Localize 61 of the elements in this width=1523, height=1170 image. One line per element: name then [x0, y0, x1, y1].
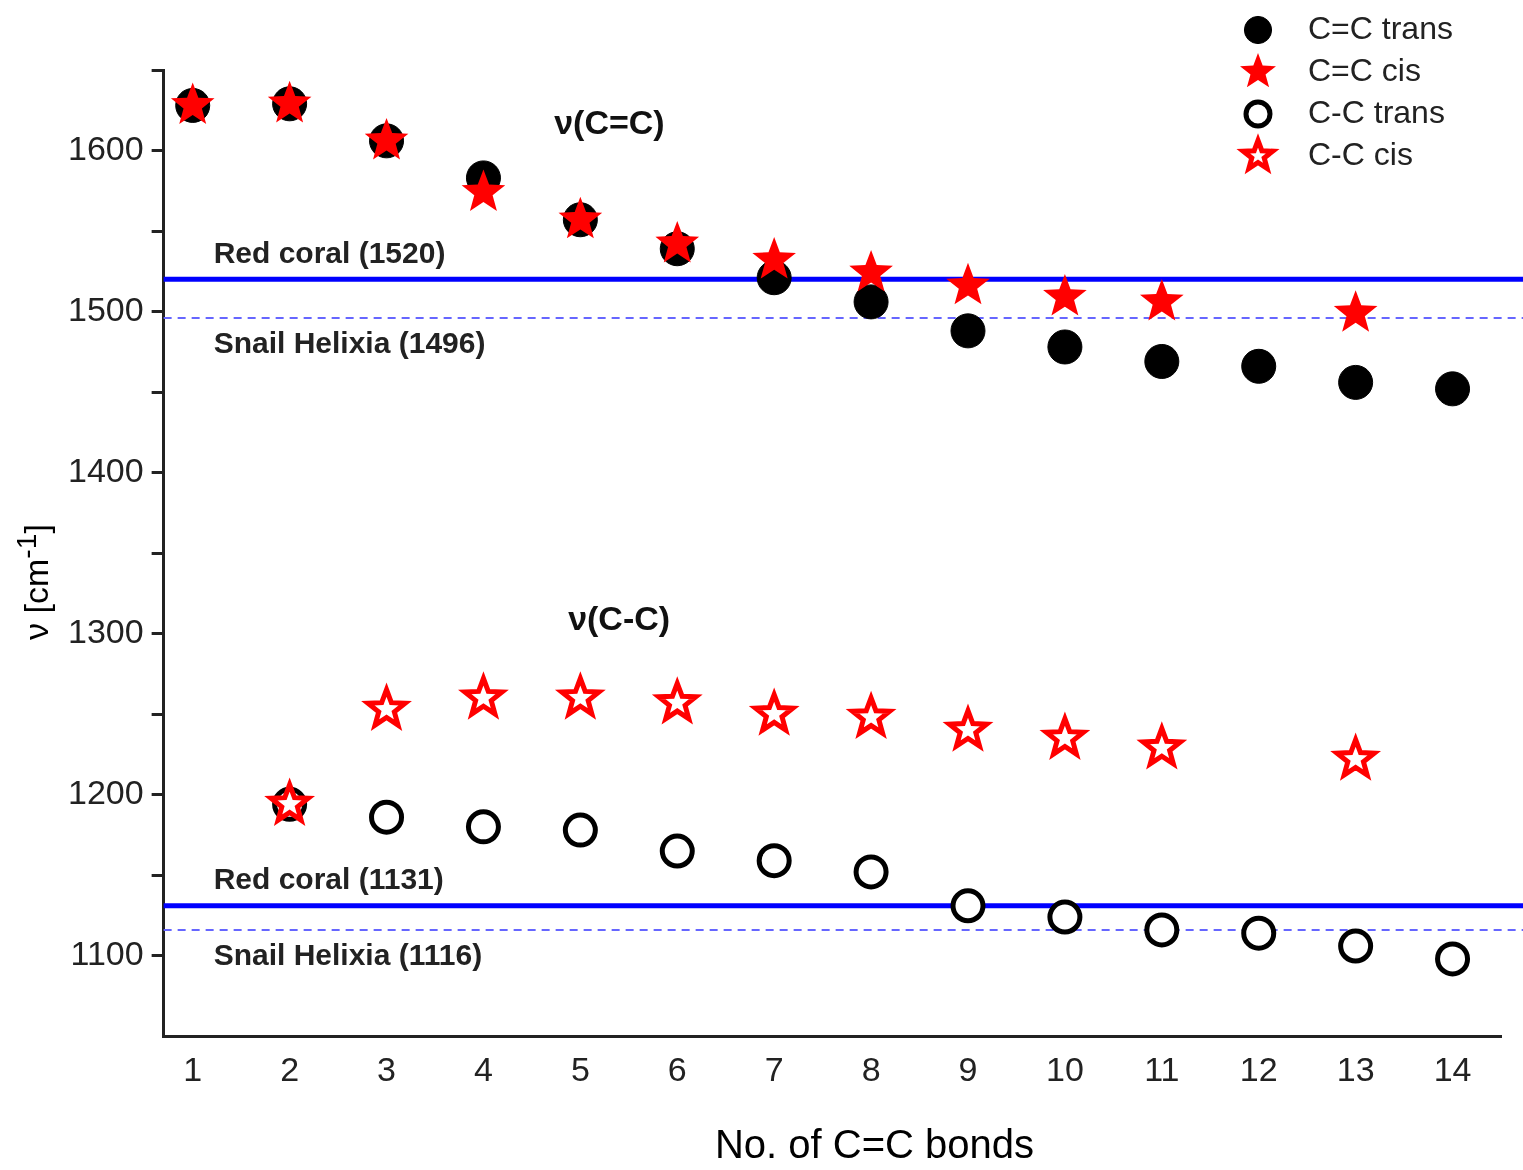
x-tick-label: 3 — [377, 1049, 396, 1088]
y-tick-label: 1100 — [70, 934, 144, 973]
x-tick-label: 12 — [1239, 1049, 1278, 1088]
point — [1047, 329, 1083, 365]
point — [461, 169, 506, 211]
point — [558, 196, 603, 239]
y-tick-label: 1500 — [68, 289, 144, 328]
x-axis-title: No. of C=C bonds — [713, 1122, 1036, 1167]
point — [756, 843, 792, 879]
x-tick-label: 11 — [1144, 1049, 1180, 1088]
point — [1435, 941, 1471, 977]
point — [853, 854, 889, 890]
x-tick-label: 6 — [667, 1049, 687, 1088]
point — [1144, 343, 1180, 379]
ref-line-label: Snail Helixia (1496) — [213, 326, 486, 360]
x-tick-label: 7 — [764, 1049, 784, 1088]
x-tick-label: 10 — [1045, 1049, 1084, 1088]
point — [1139, 278, 1184, 321]
y-tick-label: 1200 — [68, 773, 144, 812]
point — [853, 284, 889, 320]
x-tick-label: 14 — [1433, 1049, 1472, 1088]
point — [655, 220, 700, 263]
point — [1241, 915, 1277, 951]
y-tick-label: 1600 — [68, 128, 144, 167]
x-tick-label: 1 — [183, 1049, 203, 1088]
ref-line-label: Red coral (1131) — [213, 862, 444, 896]
point — [950, 313, 986, 349]
y-tick-label: 1400 — [68, 450, 144, 489]
point — [752, 237, 796, 279]
annotation: ν(C=C) — [554, 103, 665, 142]
point — [267, 80, 312, 123]
point — [1333, 290, 1378, 332]
x-tick-label: 9 — [958, 1049, 978, 1088]
point — [1435, 371, 1471, 407]
ref-line-label: Snail Helixia (1116) — [213, 938, 483, 972]
point — [1338, 364, 1374, 400]
point — [946, 262, 990, 305]
point — [659, 833, 695, 869]
x-tick-label: 8 — [861, 1049, 881, 1088]
point — [950, 888, 986, 924]
point — [1338, 928, 1374, 964]
ref-line-label: Red coral (1520) — [213, 235, 446, 269]
point — [364, 117, 409, 160]
x-tick-label: 4 — [473, 1049, 493, 1088]
point — [1144, 912, 1180, 948]
point — [369, 799, 405, 835]
legend-label: C=C trans — [1308, 9, 1453, 46]
x-tick-label: 2 — [280, 1049, 300, 1088]
legend-label: C-C cis — [1308, 135, 1413, 172]
legend-label: C-C trans — [1308, 93, 1445, 130]
annotation: ν(C-C) — [568, 599, 671, 638]
point — [1047, 899, 1083, 935]
x-tick-label: 5 — [570, 1049, 590, 1088]
x-tick-label: 13 — [1336, 1049, 1375, 1088]
point — [1043, 274, 1087, 316]
y-tick-label: 1300 — [68, 611, 144, 650]
point — [1241, 348, 1277, 384]
point — [562, 812, 598, 848]
point — [465, 809, 501, 845]
legend-label: C=C cis — [1308, 51, 1421, 88]
point — [849, 249, 893, 292]
